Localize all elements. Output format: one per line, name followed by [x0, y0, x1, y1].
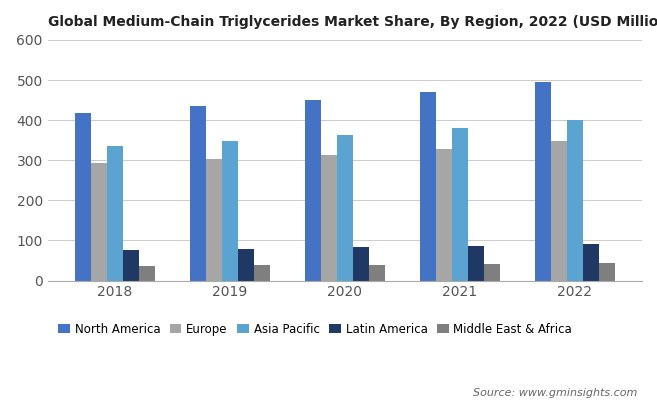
- Bar: [337, 135, 353, 281]
- Bar: [107, 146, 123, 281]
- Bar: [206, 159, 222, 281]
- Bar: [254, 264, 270, 281]
- Bar: [91, 164, 107, 281]
- Bar: [353, 247, 369, 281]
- Bar: [583, 244, 599, 281]
- Bar: [238, 248, 254, 281]
- Bar: [139, 266, 155, 281]
- Text: Source: www.gminsights.com: Source: www.gminsights.com: [473, 388, 637, 398]
- Text: Global Medium-Chain Triglycerides Market Share, By Region, 2022 (USD Million): Global Medium-Chain Triglycerides Market…: [47, 15, 657, 29]
- Bar: [599, 262, 615, 281]
- Bar: [420, 92, 436, 281]
- Bar: [452, 128, 468, 281]
- Bar: [305, 100, 321, 281]
- Bar: [551, 141, 567, 281]
- Bar: [190, 106, 206, 281]
- Bar: [468, 246, 484, 281]
- Bar: [436, 149, 452, 281]
- Bar: [321, 155, 337, 281]
- Bar: [123, 250, 139, 281]
- Bar: [222, 140, 238, 281]
- Bar: [484, 264, 500, 281]
- Bar: [75, 113, 91, 281]
- Legend: North America, Europe, Asia Pacific, Latin America, Middle East & Africa: North America, Europe, Asia Pacific, Lat…: [53, 318, 577, 340]
- Bar: [369, 264, 385, 281]
- Bar: [567, 120, 583, 281]
- Bar: [535, 82, 551, 281]
